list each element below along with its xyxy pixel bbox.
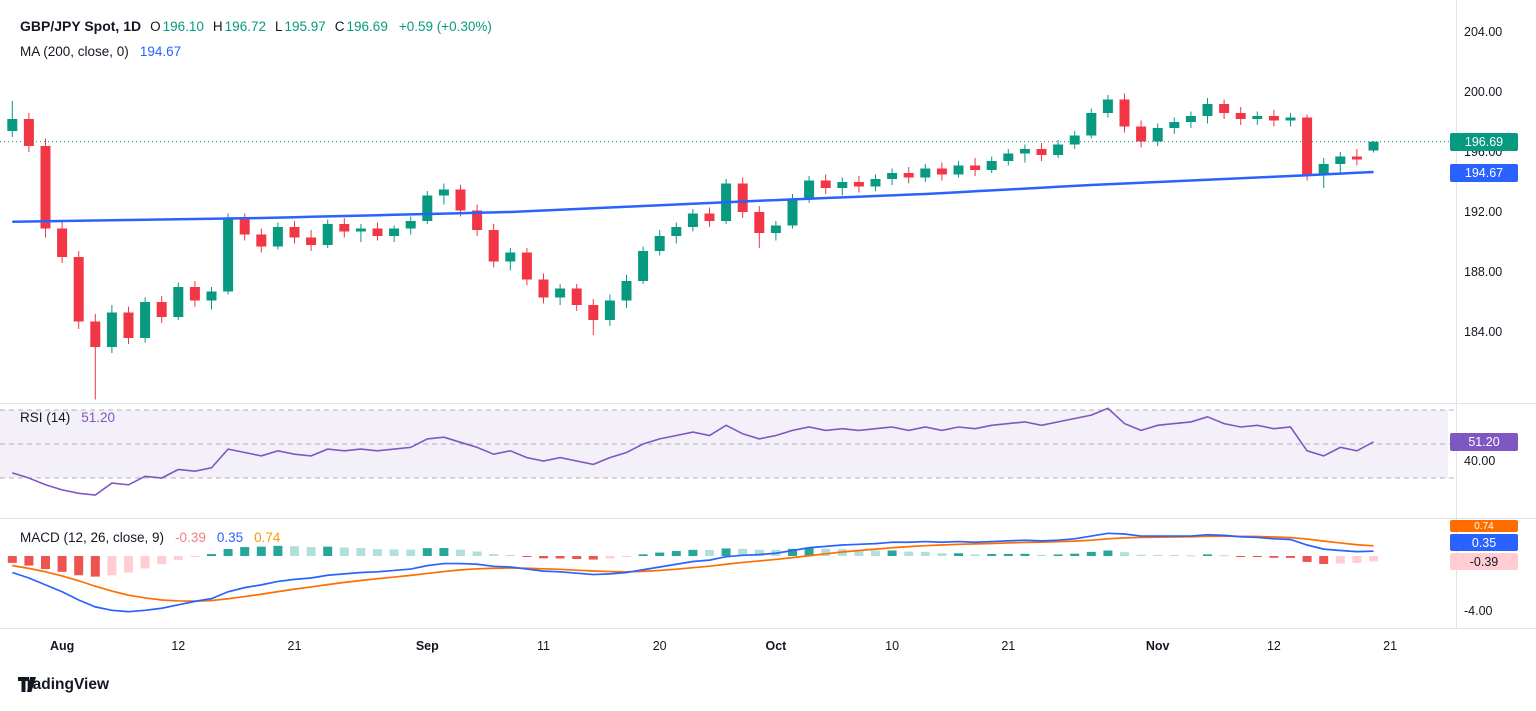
macd-line[interactable] xyxy=(12,532,1374,613)
last-price-badge: 196.69 xyxy=(1450,133,1518,151)
time-axis[interactable]: Aug 12 21 Sep 11 20 Oct 10 21 Nov 12 21 xyxy=(50,639,1397,653)
ohlc-open: O 196.10 xyxy=(150,19,204,34)
svg-text:204.00: 204.00 xyxy=(1464,25,1502,39)
svg-text:10: 10 xyxy=(885,639,899,653)
ma-value: 194.67 xyxy=(139,44,182,59)
rsi-axis-tick: 40.00 xyxy=(1464,454,1495,468)
svg-text:20: 20 xyxy=(653,639,667,653)
svg-text:192.00: 192.00 xyxy=(1464,205,1502,219)
svg-text:21: 21 xyxy=(1001,639,1015,653)
macd-hist-value: -0.39 xyxy=(175,530,206,545)
ohlc-high: H 196.72 xyxy=(212,19,266,34)
macd-signal-value: 0.74 xyxy=(254,530,281,545)
change-value: +0.59 (+0.30%) xyxy=(398,19,492,34)
macd-signal-badge: 0.74 xyxy=(1450,520,1518,532)
ma200-line[interactable] xyxy=(12,170,1374,223)
svg-text:21: 21 xyxy=(1383,639,1397,653)
rsi-label[interactable]: RSI (14) xyxy=(20,410,71,425)
ohlc-low: L 195.97 xyxy=(274,19,326,34)
macd-legend: MACD (12, 26, close, 9) -0.39 0.35 0.74 xyxy=(20,530,280,545)
tradingview-logo-text: TradingView xyxy=(18,676,110,693)
rsi-line[interactable] xyxy=(12,407,1374,496)
svg-text:21: 21 xyxy=(288,639,302,653)
tradingview-logo-icon xyxy=(18,677,36,692)
svg-text:184.00: 184.00 xyxy=(1464,325,1502,339)
macd-label[interactable]: MACD (12, 26, close, 9) xyxy=(20,530,165,545)
rsi-value-badge: 51.20 xyxy=(1450,433,1518,451)
tradingview-logo[interactable]: TradingView xyxy=(18,676,109,694)
ma-price-badge: 194.67 xyxy=(1450,164,1518,182)
macd-line-value: 0.35 xyxy=(216,530,244,545)
svg-text:188.00: 188.00 xyxy=(1464,265,1502,279)
rsi-legend: RSI (14) 51.20 xyxy=(20,410,115,425)
ma-label[interactable]: MA (200, close, 0) xyxy=(20,44,129,59)
svg-text:12: 12 xyxy=(171,639,185,653)
svg-text:12: 12 xyxy=(1267,639,1281,653)
svg-text:200.00: 200.00 xyxy=(1464,85,1502,99)
svg-text:Aug: Aug xyxy=(50,639,74,653)
ohlc-close: C 196.69 xyxy=(334,19,388,34)
symbol-legend: GBP/JPY Spot, 1D O 196.10 H 196.72 L 195.97… xyxy=(20,18,492,36)
rsi-value: 51.20 xyxy=(81,410,116,425)
svg-text:Nov: Nov xyxy=(1146,639,1170,653)
svg-text:11: 11 xyxy=(537,639,550,653)
candlestick-series[interactable] xyxy=(7,93,1379,400)
svg-text:Sep: Sep xyxy=(416,639,439,653)
ma-legend: MA (200, close, 0) 194.67 xyxy=(20,44,181,59)
symbol-title[interactable]: GBP/JPY Spot, 1D xyxy=(20,18,142,34)
svg-text:Oct: Oct xyxy=(765,639,787,653)
macd-axis-tick: -4.00 xyxy=(1464,604,1493,618)
macd-signal-line[interactable] xyxy=(12,535,1374,602)
macd-histogram[interactable] xyxy=(7,545,1378,577)
macd-hist-badge: -0.39 xyxy=(1450,553,1518,570)
macd-line-badge: 0.35 xyxy=(1450,534,1518,551)
